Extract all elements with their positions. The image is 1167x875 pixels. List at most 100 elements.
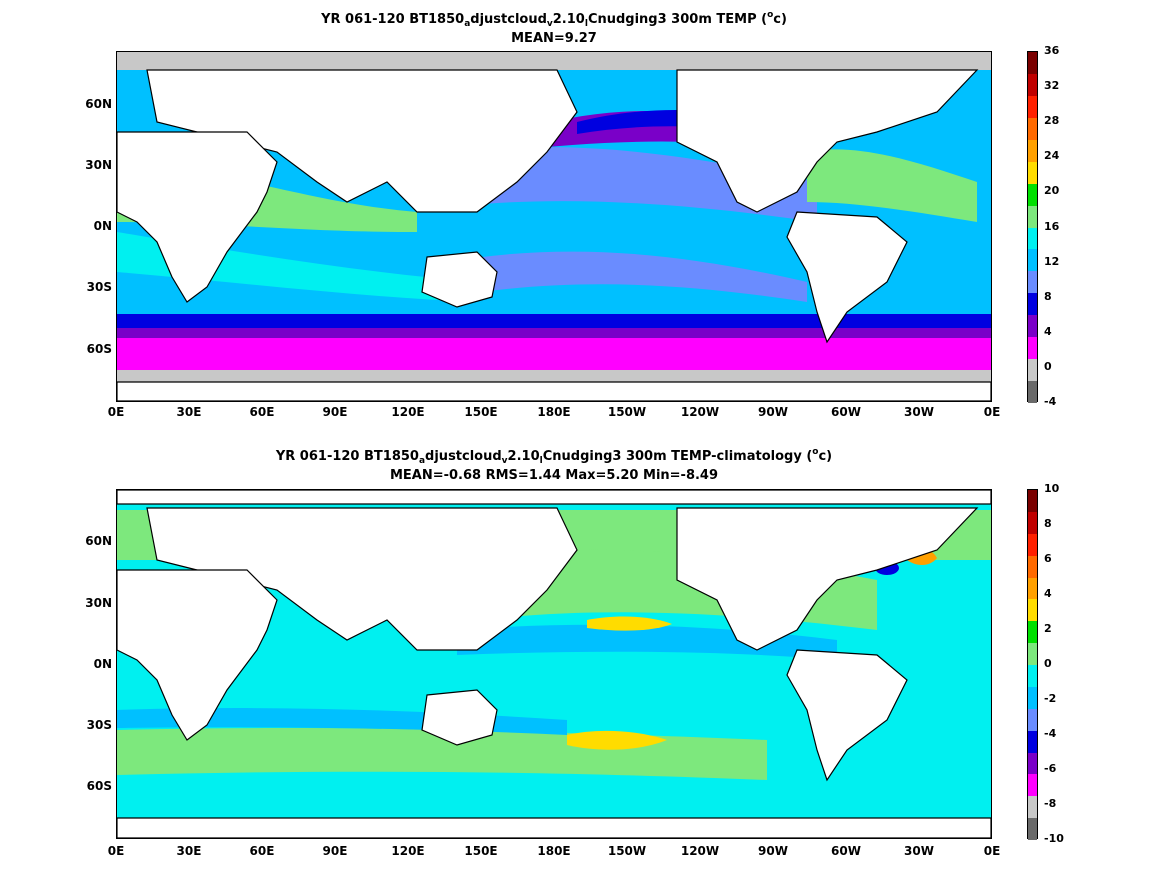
lon-label: 0E bbox=[983, 844, 1001, 858]
colorbar-tick-label: 32 bbox=[1044, 79, 1060, 93]
colorbar-segment bbox=[1028, 315, 1037, 338]
colorbar-segment bbox=[1028, 73, 1037, 96]
anomaly-hot bbox=[567, 730, 667, 750]
colorbar-segment bbox=[1028, 686, 1037, 709]
colorbar-tick-label: 6 bbox=[1044, 552, 1052, 565]
colorbar-segment bbox=[1028, 95, 1037, 118]
lon-label: 150W bbox=[607, 405, 647, 419]
colorbar-tick-label: -10 bbox=[1044, 832, 1064, 845]
colorbar-segment bbox=[1028, 205, 1037, 228]
lat-label: 0N bbox=[93, 657, 112, 671]
map-area bbox=[116, 51, 992, 402]
south-america bbox=[786, 649, 908, 782]
colorbar-segment bbox=[1028, 490, 1037, 512]
lon-label: 180E bbox=[537, 844, 571, 858]
ocean-band bbox=[117, 328, 991, 340]
north-america bbox=[676, 69, 979, 213]
south-america bbox=[786, 211, 908, 344]
colorbar-tick-label: 12 bbox=[1044, 254, 1060, 268]
lat-label: 0N bbox=[93, 219, 112, 233]
ocean-band bbox=[807, 149, 977, 222]
colorbar-tick-label: 4 bbox=[1044, 324, 1052, 338]
africa bbox=[117, 569, 278, 741]
lat-label: 60S bbox=[86, 779, 112, 793]
colorbar-segment bbox=[1028, 293, 1037, 316]
colorbar-tick-label: -4 bbox=[1044, 727, 1057, 740]
arctic bbox=[117, 52, 991, 70]
colorbar-segment bbox=[1028, 381, 1037, 403]
panel-title: YR 061-120 BT1850adjustcloudv2.10lCnudgi… bbox=[321, 10, 787, 29]
ocean-band bbox=[447, 251, 807, 302]
lat-label: 60N bbox=[85, 534, 112, 548]
colorbar-tick-label: -8 bbox=[1044, 797, 1057, 810]
colorbar-tick-label: 0 bbox=[1044, 359, 1052, 373]
lon-label: 90E bbox=[322, 844, 348, 858]
colorbar-tick-label: 2 bbox=[1044, 622, 1052, 635]
lon-label: 150W bbox=[607, 844, 647, 858]
colorbar-segment bbox=[1028, 249, 1037, 272]
arctic bbox=[117, 490, 991, 505]
panel-temp-anomaly: YR 061-120 BT1850adjustcloudv2.10lCnudgi… bbox=[0, 438, 1167, 875]
antarctica bbox=[117, 381, 991, 401]
colorbar-segment bbox=[1028, 511, 1037, 534]
australia bbox=[421, 251, 498, 308]
lon-label: 120E bbox=[391, 405, 425, 419]
colorbar bbox=[1027, 51, 1038, 403]
anomaly-hot bbox=[587, 616, 672, 631]
lon-label: 120W bbox=[680, 405, 720, 419]
map-area bbox=[116, 489, 992, 839]
australia bbox=[421, 689, 498, 746]
lon-label: 90E bbox=[322, 405, 348, 419]
lon-label: 30W bbox=[904, 405, 934, 419]
panel-title: YR 061-120 BT1850adjustcloudv2.10lCnudgi… bbox=[275, 447, 833, 466]
lat-label: 30S bbox=[86, 280, 112, 294]
colorbar-tick-label: 4 bbox=[1044, 587, 1052, 600]
panel-subtitle: MEAN=9.27 bbox=[511, 31, 597, 46]
lon-label: 30E bbox=[176, 405, 202, 419]
lon-label: 0E bbox=[107, 844, 125, 858]
colorbar-tick-label: 0 bbox=[1044, 657, 1052, 670]
colorbar-segment bbox=[1028, 796, 1037, 819]
lon-label: 60E bbox=[249, 844, 275, 858]
colorbar-tick-label: -4 bbox=[1044, 395, 1057, 408]
lat-label: 60N bbox=[85, 97, 112, 111]
colorbar-segment bbox=[1028, 227, 1037, 250]
colorbar-tick-label: 28 bbox=[1044, 114, 1060, 128]
colorbar-segment bbox=[1028, 271, 1037, 294]
colorbar-tick-label: 8 bbox=[1044, 289, 1052, 303]
colorbar-segment bbox=[1028, 665, 1037, 687]
colorbar-segment bbox=[1028, 708, 1037, 731]
colorbar-segment bbox=[1028, 752, 1037, 775]
antarctica bbox=[117, 817, 991, 838]
colorbar-segment bbox=[1028, 774, 1037, 797]
colorbar-segment bbox=[1028, 577, 1037, 600]
colorbar-segment bbox=[1028, 337, 1037, 360]
colorbar-tick-label: 10 bbox=[1044, 482, 1060, 495]
lon-label: 0E bbox=[107, 405, 125, 419]
lon-label: 120W bbox=[680, 844, 720, 858]
lat-label: 30N bbox=[85, 158, 112, 172]
colorbar-segment bbox=[1028, 183, 1037, 206]
lon-label: 30W bbox=[904, 844, 934, 858]
colorbar-tick-label: 20 bbox=[1044, 184, 1060, 198]
africa bbox=[117, 131, 278, 303]
ocean-band bbox=[117, 314, 991, 332]
lat-label: 30S bbox=[86, 718, 112, 732]
lon-label: 150E bbox=[464, 405, 498, 419]
colorbar-segment bbox=[1028, 161, 1037, 184]
colorbar-tick-label: 36 bbox=[1044, 44, 1060, 57]
colorbar-segment bbox=[1028, 533, 1037, 556]
lon-label: 120E bbox=[391, 844, 425, 858]
lon-label: 0E bbox=[983, 405, 1001, 419]
lon-label: 90W bbox=[758, 844, 788, 858]
colorbar-segment bbox=[1028, 621, 1037, 644]
lon-label: 60E bbox=[249, 405, 275, 419]
colorbar-tick-label: 8 bbox=[1044, 517, 1052, 530]
panel-subtitle: MEAN=-0.68 RMS=1.44 Max=5.20 Min=-8.49 bbox=[389, 468, 719, 483]
lon-label: 150E bbox=[464, 844, 498, 858]
colorbar-segment bbox=[1028, 139, 1037, 162]
colorbar bbox=[1027, 489, 1038, 840]
colorbar-segment bbox=[1028, 52, 1037, 74]
colorbar-segment bbox=[1028, 599, 1037, 622]
colorbar-tick-label: -6 bbox=[1044, 762, 1057, 775]
